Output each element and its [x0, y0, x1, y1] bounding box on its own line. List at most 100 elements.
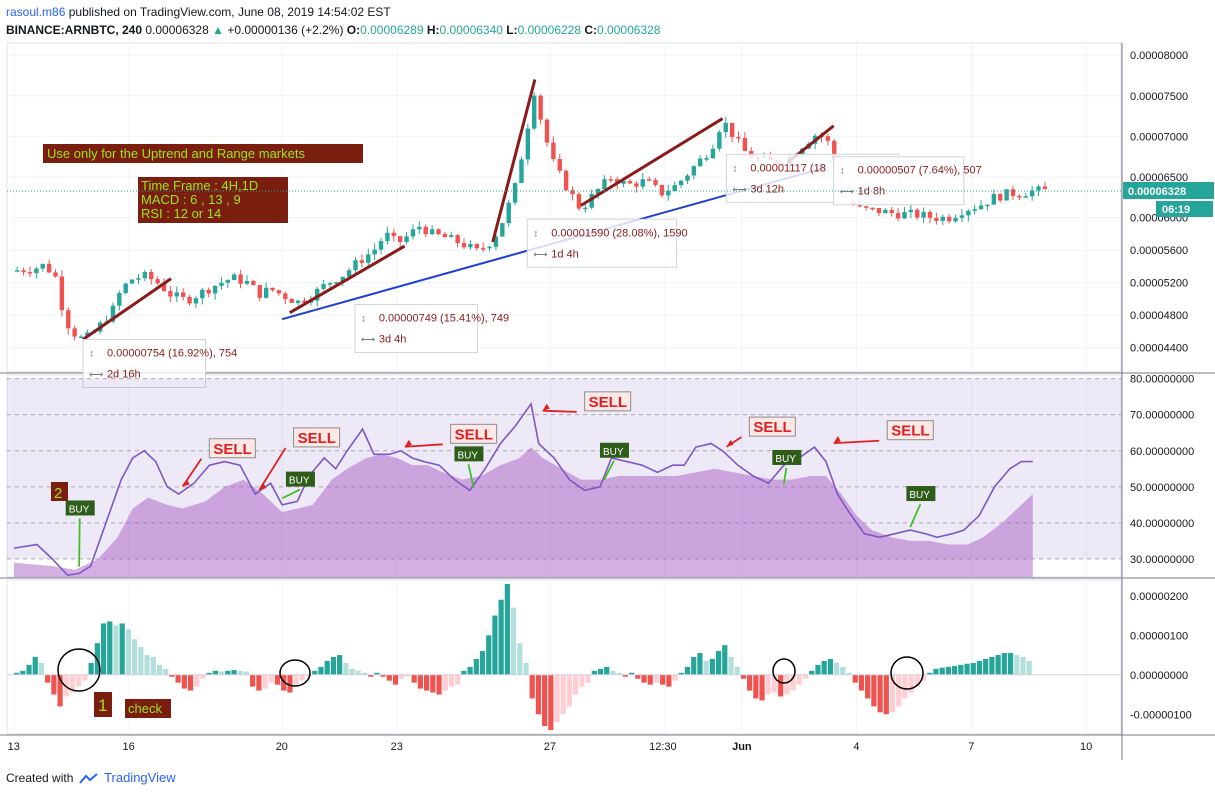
buy-label: BUY: [289, 476, 310, 487]
macd-bar: [616, 672, 622, 675]
macd-bar: [747, 674, 753, 691]
macd-bar: [548, 674, 554, 731]
macd-bar: [57, 674, 63, 707]
macd-bar: [852, 674, 858, 683]
vertical-range-icon: ↕: [732, 163, 737, 174]
macd-bar: [237, 670, 243, 675]
macd-bar: [765, 674, 771, 695]
sell-arrow: [404, 443, 443, 448]
sell-signal[interactable]: SELL: [404, 423, 498, 448]
rsi-line[interactable]: [13, 401, 1033, 577]
candle: [385, 232, 390, 242]
horizontal-range-icon: ⟷: [732, 184, 746, 195]
sell-signal[interactable]: SELL: [181, 438, 256, 487]
sell-arrow: [258, 447, 287, 491]
measure-box: [82, 339, 206, 389]
check-note: check: [125, 699, 171, 718]
candle: [698, 158, 703, 167]
candle: [889, 209, 894, 214]
buy-signal[interactable]: BUY: [65, 500, 95, 567]
candle: [372, 249, 377, 255]
candle: [493, 236, 499, 247]
candle: [589, 194, 594, 208]
candle: [972, 209, 977, 211]
candle: [563, 170, 569, 191]
candle: [627, 181, 633, 184]
tradingview-brand-link[interactable]: TradingView: [104, 770, 176, 785]
candle: [934, 217, 939, 221]
macd-bar: [796, 674, 802, 685]
macd-bar: [194, 674, 200, 687]
buy-signal[interactable]: BUY: [454, 446, 484, 488]
buy-label: BUY: [603, 447, 624, 458]
measure-price-change: 0.00000507 (7.64%), 507: [858, 165, 982, 177]
price-range-measure[interactable]: ↕ 0.00000749 (15.41%), 749 ⟷ 3d 4h: [354, 304, 509, 354]
macd-bar: [504, 583, 510, 675]
vertical-range-icon: ↕: [89, 349, 94, 360]
candle: [257, 285, 262, 298]
candle: [895, 213, 901, 219]
uptrend-note[interactable]: Use only for the Uptrend and Range marke…: [43, 144, 363, 163]
macd-bar: [324, 660, 330, 675]
symbol-legend: BINANCE:ARNBTC, 240 0.00006328 ▲ +0.0000…: [6, 23, 660, 37]
last-price-tag-label: 0.00006328: [1128, 186, 1186, 198]
macd-bar: [423, 674, 430, 691]
sell-signal[interactable]: SELL: [542, 391, 632, 413]
buy-signal[interactable]: BUY: [906, 486, 936, 528]
marker-2: 2: [51, 482, 68, 502]
macd-bar: [560, 674, 566, 715]
uptrend-line[interactable]: [289, 244, 406, 314]
candle: [397, 236, 403, 242]
macd-bar: [809, 670, 815, 675]
macd-bar: [635, 674, 641, 679]
candle: [736, 136, 741, 139]
macd-bar: [479, 651, 486, 675]
candle: [825, 136, 831, 141]
macd-panel-frame: [6, 579, 1122, 735]
macd-bar: [678, 672, 684, 675]
macd-bar: [697, 653, 703, 675]
symbol-name[interactable]: BINANCE:ARNBTC, 240: [6, 23, 143, 37]
macd-bar: [833, 662, 840, 675]
candle: [525, 128, 531, 160]
buy-signal[interactable]: BUY: [599, 442, 629, 481]
candle: [212, 285, 218, 294]
sell-signal[interactable]: SELL: [833, 420, 934, 445]
macd-bar: [442, 674, 448, 691]
sell-signal[interactable]: SELL: [258, 427, 341, 491]
macd-bar: [337, 655, 343, 675]
time-axis-label: 12:30: [649, 741, 677, 753]
author-link[interactable]: rasoul.m86: [6, 5, 66, 19]
arrowhead-icon: [833, 436, 841, 444]
macd-bar: [983, 658, 989, 675]
time-axis-label: 10: [1080, 741, 1092, 753]
candle: [161, 283, 167, 292]
macd-bar: [597, 668, 604, 675]
macd-bar: [206, 672, 212, 675]
candle: [40, 263, 45, 269]
price-range-measure[interactable]: ↕ 0.00001590 (28.08%), 1590 ⟷ 1d 4h: [526, 218, 688, 268]
candle: [532, 95, 537, 129]
macd-bar: [20, 670, 26, 675]
macd-bar: [734, 666, 740, 675]
price-range-measure[interactable]: ↕ 0.00000754 (16.92%), 754 ⟷ 2d 16h: [82, 339, 237, 389]
uptrend-line[interactable]: [82, 277, 172, 341]
candle: [959, 215, 965, 218]
candle: [410, 229, 416, 237]
sell-signal[interactable]: SELL: [726, 416, 796, 448]
price-range-measure[interactable]: ↕ 0.00000507 (7.64%), 507 ⟷ 1d 8h: [833, 156, 982, 206]
macd-bar: [448, 674, 455, 687]
macd-bar: [132, 639, 138, 675]
buy-label: BUY: [775, 454, 796, 465]
macd-bar: [703, 660, 709, 675]
buy-signal[interactable]: BUY: [772, 449, 802, 484]
candle: [129, 279, 135, 284]
created-with-text: Created with: [6, 771, 74, 785]
macd-bar: [405, 674, 411, 677]
uptrend-line[interactable]: [491, 79, 537, 243]
buy-signal[interactable]: BUY: [281, 471, 315, 500]
rsi-smoothed-area: [14, 447, 1033, 577]
macd-bar: [175, 674, 181, 683]
